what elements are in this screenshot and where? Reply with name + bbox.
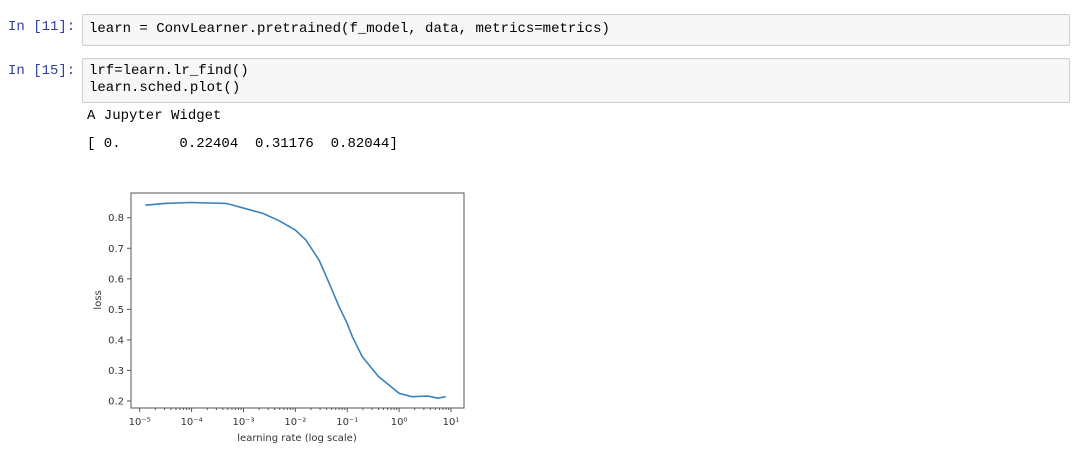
x-axis-label: learning rate (log scale)	[237, 433, 357, 444]
plot-area	[130, 192, 465, 409]
y-tick-label: 0.4	[108, 335, 124, 346]
y-tick-label: 0.8	[108, 213, 124, 224]
x-tick-label: 10⁻¹	[336, 417, 358, 428]
x-tick-label: 10⁻⁵	[129, 417, 151, 428]
x-tick-label: 10¹	[443, 417, 460, 428]
prompt-cell-11: In [11]:	[8, 19, 76, 35]
code-line: learn = ConvLearner.pretrained(f_model, …	[89, 21, 610, 37]
prompt-cell-15: In [15]:	[8, 63, 76, 79]
code-cell-11[interactable]: learn = ConvLearner.pretrained(f_model, …	[82, 14, 1070, 46]
y-tick-label: 0.7	[108, 244, 124, 255]
y-tick-label: 0.2	[108, 396, 124, 407]
y-tick-label: 0.5	[108, 305, 124, 316]
x-tick-label: 10⁻³	[232, 417, 254, 428]
y-axis-label: loss	[93, 290, 104, 309]
code-cell-15[interactable]: lrf=learn.lr_find() learn.sched.plot()	[82, 58, 1070, 103]
loss-curve	[145, 201, 446, 400]
code-line: lrf=learn.lr_find()	[89, 63, 249, 79]
y-tick-label: 0.6	[108, 274, 124, 285]
widget-output: A Jupyter Widget	[87, 108, 222, 124]
x-tick-label: 10⁻⁴	[181, 417, 203, 428]
code-line: learn.sched.plot()	[89, 80, 241, 96]
x-tick-label: 10⁰	[391, 417, 408, 428]
x-tick-label: 10⁻²	[284, 417, 306, 428]
array-output: [ 0. 0.22404 0.31176 0.82044]	[87, 136, 398, 152]
y-tick-label: 0.3	[108, 366, 124, 377]
